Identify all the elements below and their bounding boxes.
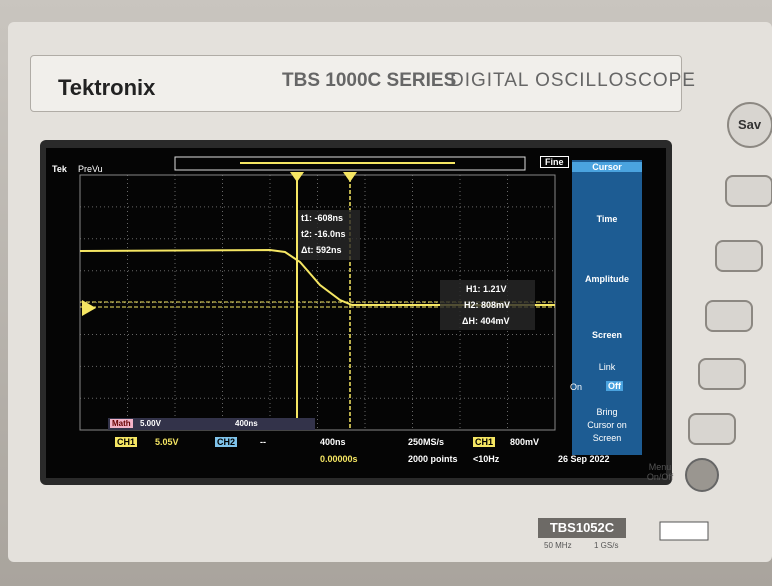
sample-rate: 250MS/s [408, 437, 444, 447]
screen-graphics [0, 0, 772, 586]
timebase: 400ns [320, 437, 346, 447]
readout: Δt: 592ns [301, 245, 341, 255]
save-label: Sav [738, 117, 761, 132]
date: 26 Sep 2022 [558, 454, 610, 464]
logo: Tek [52, 164, 67, 174]
ch2-label: CH2 [215, 437, 237, 447]
readout: H1: 1.21V [466, 284, 507, 294]
menu-label: Menu On/Off [640, 462, 680, 482]
points: 2000 points [408, 454, 458, 464]
oscilloscope: Tektronix TBS 1000C SERIES DIGITAL OSCIL… [0, 0, 772, 586]
menu-item[interactable]: Time [572, 214, 642, 224]
menu-item[interactable]: Screen [572, 330, 642, 340]
cursor-1-marker [290, 172, 304, 182]
link-off[interactable]: Off [606, 381, 623, 391]
cursor-2-marker [343, 172, 357, 182]
ch2-scale: -- [260, 437, 266, 447]
side-button[interactable] [688, 413, 736, 445]
side-button[interactable] [725, 175, 772, 207]
math-time: 400ns [235, 419, 258, 428]
menu-item[interactable]: Bring Cursor on Screen [582, 406, 632, 445]
readout: t2: -16.0ns [301, 229, 346, 239]
ch1-label: CH1 [115, 437, 137, 447]
menu-item: Link [572, 362, 642, 372]
menu-title: Cursor [572, 162, 642, 172]
math-label: Math [110, 419, 133, 428]
zoom: Fine [540, 156, 569, 168]
readout: t1: -608ns [301, 213, 343, 223]
model: TBS1052C [538, 518, 626, 538]
side-button[interactable] [698, 358, 746, 390]
menu-item[interactable]: Amplitude [572, 274, 642, 284]
spec: 1 GS/s [594, 541, 618, 550]
readout: ΔH: 404mV [462, 316, 510, 326]
usb-port [660, 522, 708, 540]
spec: 50 MHz [544, 541, 572, 550]
position: 0.00000s [320, 454, 358, 464]
side-button[interactable] [715, 240, 763, 272]
readout: H2: 808mV [464, 300, 510, 310]
trigger-level: 800mV [510, 437, 539, 447]
trigger-channel: CH1 [473, 437, 495, 447]
link-on[interactable]: On [570, 382, 582, 392]
ch1-scale: 5.05V [155, 437, 179, 447]
frequency: <10Hz [473, 454, 499, 464]
menu-button[interactable] [686, 459, 718, 491]
math-scale: 5.00V [140, 419, 161, 428]
side-button[interactable] [705, 300, 753, 332]
mode: PreVu [78, 164, 103, 174]
